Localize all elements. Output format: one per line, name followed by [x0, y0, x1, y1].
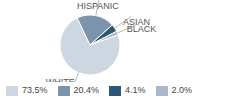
html-text:73.5%: 73.5% — [22, 85, 48, 95]
html-text:2.0%: 2.0% — [171, 85, 193, 95]
html-text:4.1%: 4.1% — [125, 85, 146, 95]
svg-text:BLACK: BLACK — [127, 24, 157, 34]
svg-text:WHITE: WHITE — [46, 77, 75, 82]
html-text:20.4%: 20.4% — [73, 85, 100, 95]
svg-text:HISPANIC: HISPANIC — [77, 1, 119, 11]
svg-text:ASIAN: ASIAN — [122, 17, 150, 28]
